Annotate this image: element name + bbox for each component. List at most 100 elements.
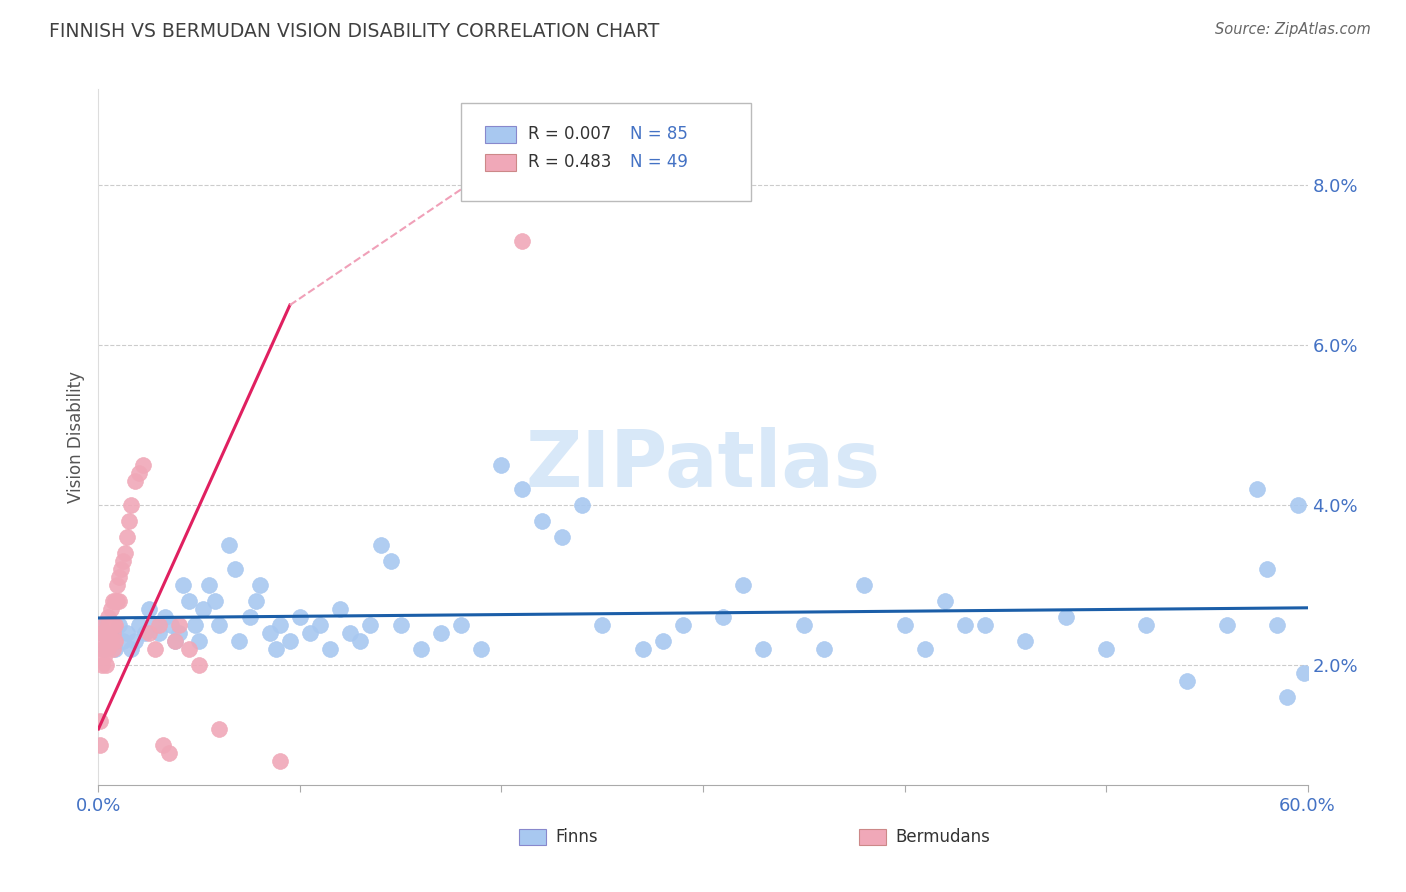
Point: [1216, 618, 1239, 632]
Point: [914, 642, 936, 657]
Point: [309, 618, 332, 632]
Point: [1267, 618, 1289, 632]
Point: [1054, 610, 1077, 624]
Text: Bermudans: Bermudans: [896, 828, 990, 847]
Point: [97, 610, 120, 624]
Point: [110, 562, 132, 576]
Point: [711, 610, 734, 624]
Point: [100, 634, 122, 648]
Point: [152, 738, 174, 752]
Point: [160, 618, 183, 632]
Point: [91, 658, 114, 673]
Point: [107, 594, 129, 608]
Point: [89, 738, 111, 752]
Point: [218, 538, 240, 552]
Point: [259, 626, 281, 640]
Point: [93, 642, 115, 657]
Text: FINNISH VS BERMUDAN VISION DISABILITY CORRELATION CHART: FINNISH VS BERMUDAN VISION DISABILITY CO…: [49, 22, 659, 41]
Point: [853, 578, 876, 592]
Point: [1286, 498, 1309, 512]
FancyBboxPatch shape: [461, 103, 751, 201]
Point: [143, 642, 166, 657]
Point: [167, 626, 190, 640]
Point: [752, 642, 775, 657]
Text: N = 49: N = 49: [630, 153, 689, 171]
Point: [329, 602, 352, 616]
Point: [893, 618, 915, 632]
Point: [138, 602, 160, 616]
Point: [470, 642, 492, 657]
Y-axis label: Vision Disability: Vision Disability: [66, 371, 84, 503]
Point: [228, 634, 250, 648]
Point: [1256, 562, 1278, 576]
FancyBboxPatch shape: [519, 830, 546, 845]
Point: [349, 634, 371, 648]
Point: [101, 626, 124, 640]
Point: [111, 634, 134, 648]
Point: [1095, 642, 1118, 657]
Point: [89, 714, 111, 728]
Point: [105, 594, 128, 608]
Point: [530, 514, 553, 528]
Point: [571, 498, 593, 512]
Point: [450, 618, 472, 632]
Point: [319, 642, 342, 657]
Point: [1014, 634, 1036, 648]
Point: [132, 458, 155, 472]
Point: [120, 642, 142, 657]
Point: [245, 594, 267, 608]
Point: [101, 642, 124, 657]
Point: [974, 618, 997, 632]
Point: [148, 626, 170, 640]
Point: [288, 610, 311, 624]
Point: [1135, 618, 1157, 632]
Point: [124, 474, 146, 488]
Point: [934, 594, 956, 608]
Point: [103, 594, 125, 608]
Point: [179, 642, 201, 657]
Point: [96, 642, 118, 657]
Point: [204, 594, 226, 608]
Point: [103, 634, 125, 648]
FancyBboxPatch shape: [485, 126, 516, 143]
Point: [114, 546, 136, 560]
Text: R = 0.007: R = 0.007: [527, 126, 612, 144]
Point: [93, 618, 115, 632]
Point: [239, 610, 262, 624]
Point: [179, 594, 201, 608]
Point: [101, 618, 124, 632]
Point: [96, 626, 118, 640]
Point: [172, 578, 194, 592]
Point: [115, 530, 138, 544]
Point: [107, 570, 129, 584]
Point: [193, 602, 215, 616]
Point: [672, 618, 695, 632]
Point: [143, 618, 166, 632]
Point: [380, 554, 402, 568]
Point: [100, 618, 122, 632]
Point: [491, 458, 513, 472]
Point: [118, 514, 141, 528]
Point: [167, 618, 190, 632]
Point: [249, 578, 271, 592]
Point: [157, 746, 180, 760]
Text: Finns: Finns: [555, 828, 598, 847]
Point: [97, 634, 120, 648]
Point: [103, 618, 125, 632]
Point: [510, 234, 533, 248]
Point: [793, 618, 815, 632]
Point: [299, 626, 322, 640]
Point: [163, 634, 186, 648]
Point: [733, 578, 755, 592]
Point: [591, 618, 613, 632]
Point: [360, 618, 382, 632]
Point: [551, 530, 574, 544]
Point: [1277, 690, 1299, 704]
Point: [1292, 665, 1315, 680]
Text: ZIPatlas: ZIPatlas: [526, 427, 880, 503]
Point: [188, 658, 211, 673]
Point: [953, 618, 976, 632]
Point: [91, 626, 114, 640]
Point: [124, 634, 146, 648]
Point: [97, 618, 120, 632]
